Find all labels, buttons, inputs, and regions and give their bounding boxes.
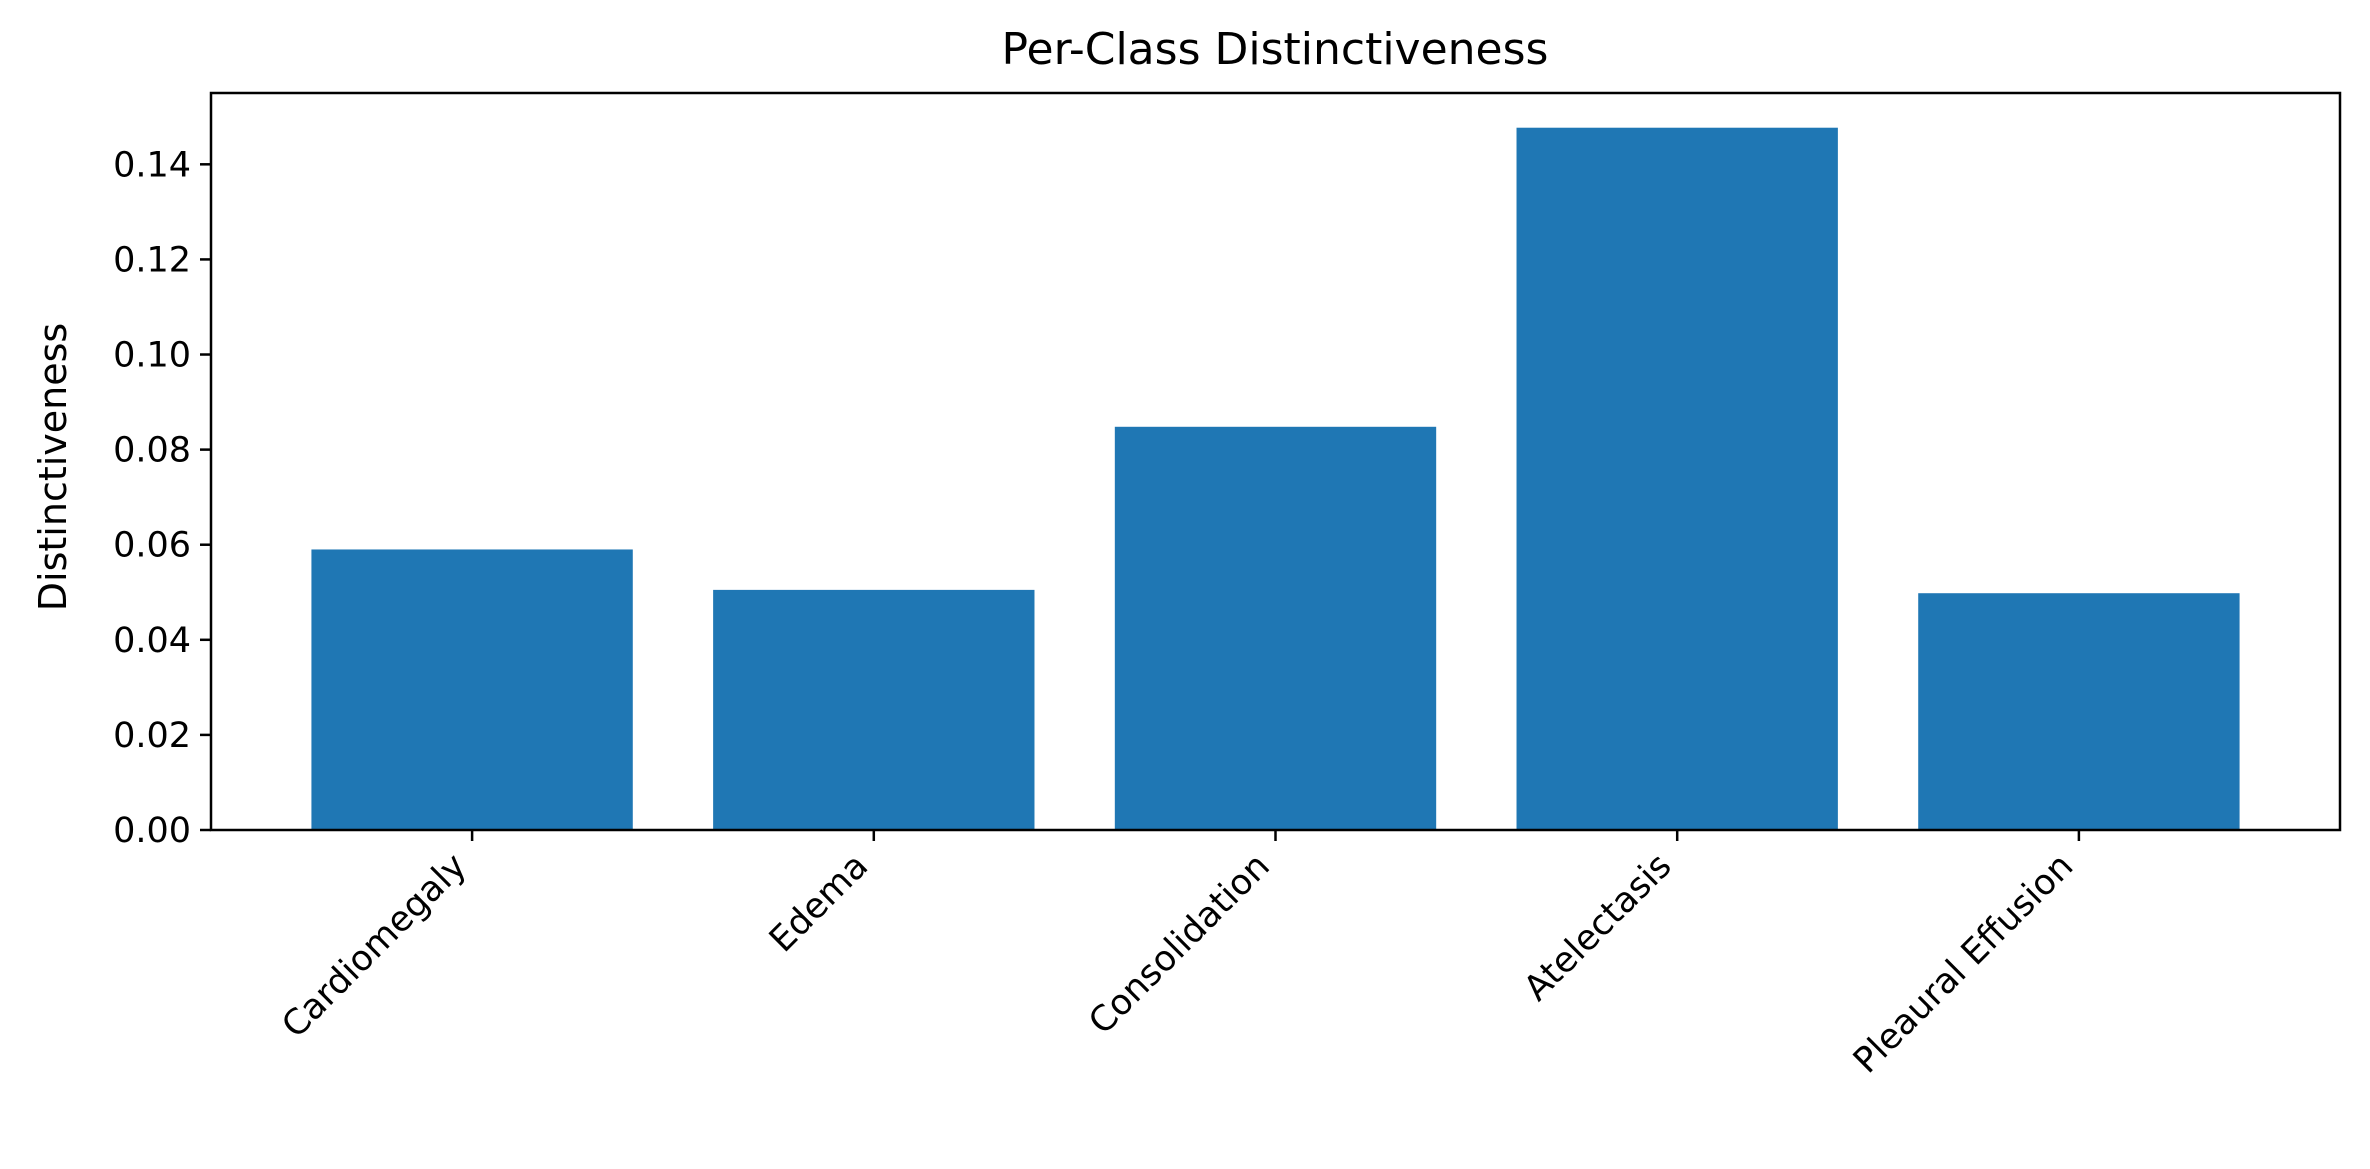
chart-title: Per-Class Distinctiveness <box>1002 24 1549 75</box>
bar-consolidation <box>1114 426 1437 830</box>
y-axis-label: Distinctiveness <box>31 323 75 611</box>
y-tick-label: 0.02 <box>113 716 191 756</box>
y-tick-label: 0.14 <box>113 145 191 185</box>
x-tick-label: Cardiomegaly <box>275 846 475 1046</box>
x-tick-label: Pleaural Effusion <box>1846 846 2081 1081</box>
y-tick-label: 0.12 <box>113 240 191 280</box>
x-tick-label: Atelectasis <box>1517 846 1680 1009</box>
y-tick-label: 0.08 <box>113 431 191 471</box>
bar-atelectasis <box>1516 127 1838 830</box>
y-tick-label: 0.06 <box>113 526 191 566</box>
bar-pleaural-effusion <box>1918 593 2240 830</box>
x-tick-label: Edema <box>762 846 876 960</box>
x-tick-label: Consolidation <box>1081 846 1277 1042</box>
y-tick-label: 0.04 <box>113 621 191 661</box>
bar-cardiomegaly <box>311 549 633 830</box>
y-tick-label: 0.10 <box>113 336 191 376</box>
plot-area: 0.00 0.02 0.04 0.06 0.08 0.10 0.12 0.14 Cardiome… <box>113 91 2342 1081</box>
y-tick-label: 0.00 <box>113 811 191 851</box>
bar-edema <box>713 589 1035 830</box>
